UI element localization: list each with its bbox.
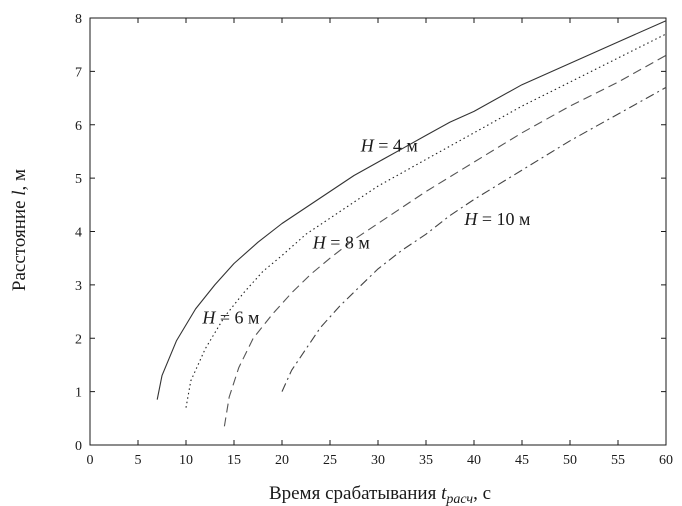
x-tick-label: 40 bbox=[467, 453, 481, 468]
x-tick-label: 15 bbox=[227, 453, 241, 468]
series-line-4 bbox=[281, 86, 667, 392]
x-tick-label: 5 bbox=[135, 453, 142, 468]
x-tick-label: 55 bbox=[611, 453, 625, 468]
y-tick-label: 6 bbox=[75, 119, 82, 134]
series-line-1 bbox=[156, 20, 667, 400]
curve-label: H = 10 м bbox=[463, 209, 530, 229]
curve-label: H = 4 м bbox=[360, 135, 418, 155]
x-tick-label: 45 bbox=[515, 453, 529, 468]
y-tick-label: 2 bbox=[75, 332, 82, 347]
curve-annotations: H = 4 м H = 6 м H = 8 м H = 10 м bbox=[201, 135, 530, 327]
x-tick-label: 30 bbox=[371, 453, 385, 468]
series-line-2 bbox=[185, 33, 667, 408]
series-line-3 bbox=[223, 54, 667, 427]
plot-area bbox=[89, 17, 667, 446]
y-tick-label: 4 bbox=[75, 226, 82, 241]
x-tick-label: 35 bbox=[419, 453, 433, 468]
x-axis-label: Время срабатывания tрасч, с bbox=[269, 483, 491, 506]
x-tick-label: 20 bbox=[275, 453, 289, 468]
y-tick-label: 5 bbox=[75, 172, 82, 187]
y-axis-ticks: 0 1 2 3 4 5 6 7 8 bbox=[75, 12, 666, 454]
x-axis-ticks: 0 5 10 15 20 25 30 35 40 45 50 55 60 bbox=[87, 18, 673, 468]
y-tick-label: 8 bbox=[75, 12, 82, 27]
y-axis-label: Расстояние l, м bbox=[9, 169, 30, 291]
x-tick-label: 50 bbox=[563, 453, 577, 468]
y-tick-label: 0 bbox=[75, 439, 82, 454]
curve-label: H = 8 м bbox=[312, 233, 370, 253]
y-tick-label: 1 bbox=[75, 386, 82, 401]
series-lines bbox=[156, 20, 667, 427]
x-tick-label: 0 bbox=[87, 453, 94, 468]
x-tick-label: 25 bbox=[323, 453, 337, 468]
y-tick-label: 7 bbox=[75, 65, 82, 80]
x-tick-label: 60 bbox=[659, 453, 673, 468]
y-tick-label: 3 bbox=[75, 279, 82, 294]
x-tick-label: 10 bbox=[179, 453, 193, 468]
curve-label: H = 6 м bbox=[201, 307, 259, 327]
